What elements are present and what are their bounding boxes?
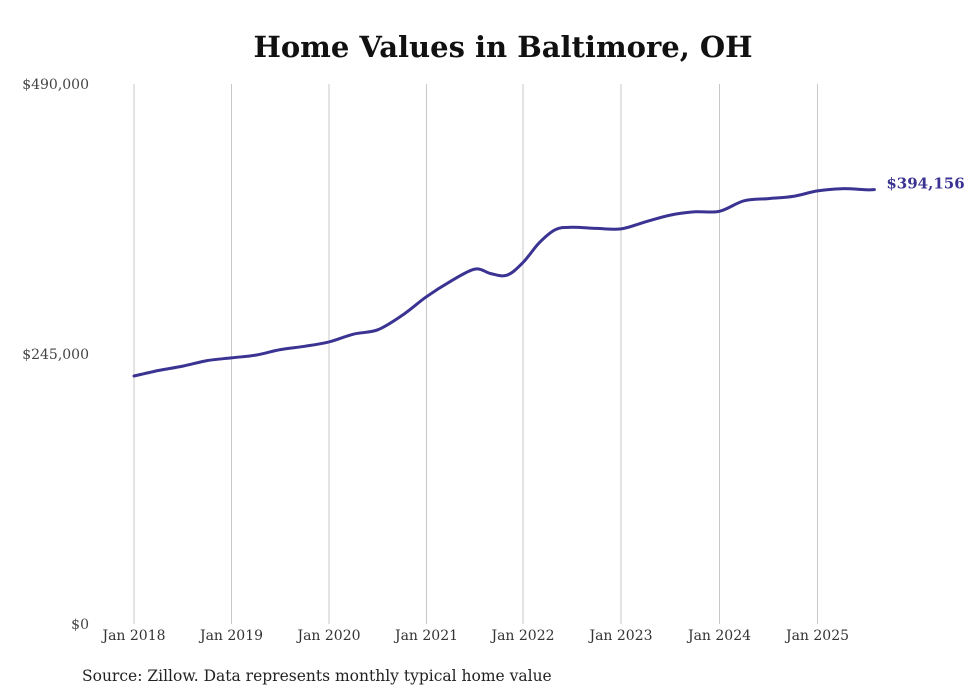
y-axis-ticks: $0 $245,000 $490,000 <box>22 77 89 633</box>
x-tick-label: Jan 2022 <box>489 628 554 644</box>
y-tick-label: $0 <box>71 617 89 633</box>
source-note: Source: Zillow. Data represents monthly … <box>82 667 552 685</box>
series-layer <box>132 187 876 378</box>
x-tick-label: Jan 2024 <box>686 628 751 644</box>
x-tick-label: Jan 2023 <box>587 628 652 644</box>
y-tick-label: $245,000 <box>22 347 89 363</box>
end-value-label: $394,156 <box>886 175 964 193</box>
x-tick-label: Jan 2020 <box>295 628 360 644</box>
x-tick-label: Jan 2019 <box>198 628 263 644</box>
line-chart: $0$245,000$490,000 Jan 2018 Jan 2019 Jan 2… <box>22 77 964 644</box>
y-tick-label: $490,000 <box>22 77 89 93</box>
x-tick-label: Jan 2025 <box>784 628 849 644</box>
label-layer: $394,156 <box>886 175 964 193</box>
x-tick-label: Jan 2021 <box>393 628 458 644</box>
x-tick-label: Jan 2018 <box>100 628 165 644</box>
chart-title: Home Values in Baltimore, OH <box>253 30 753 64</box>
grid-layer <box>133 84 818 624</box>
series-line <box>132 187 876 378</box>
x-axis-ticks: Jan 2018 Jan 2019 Jan 2020 Jan 2021 Jan 2022… <box>100 628 849 644</box>
